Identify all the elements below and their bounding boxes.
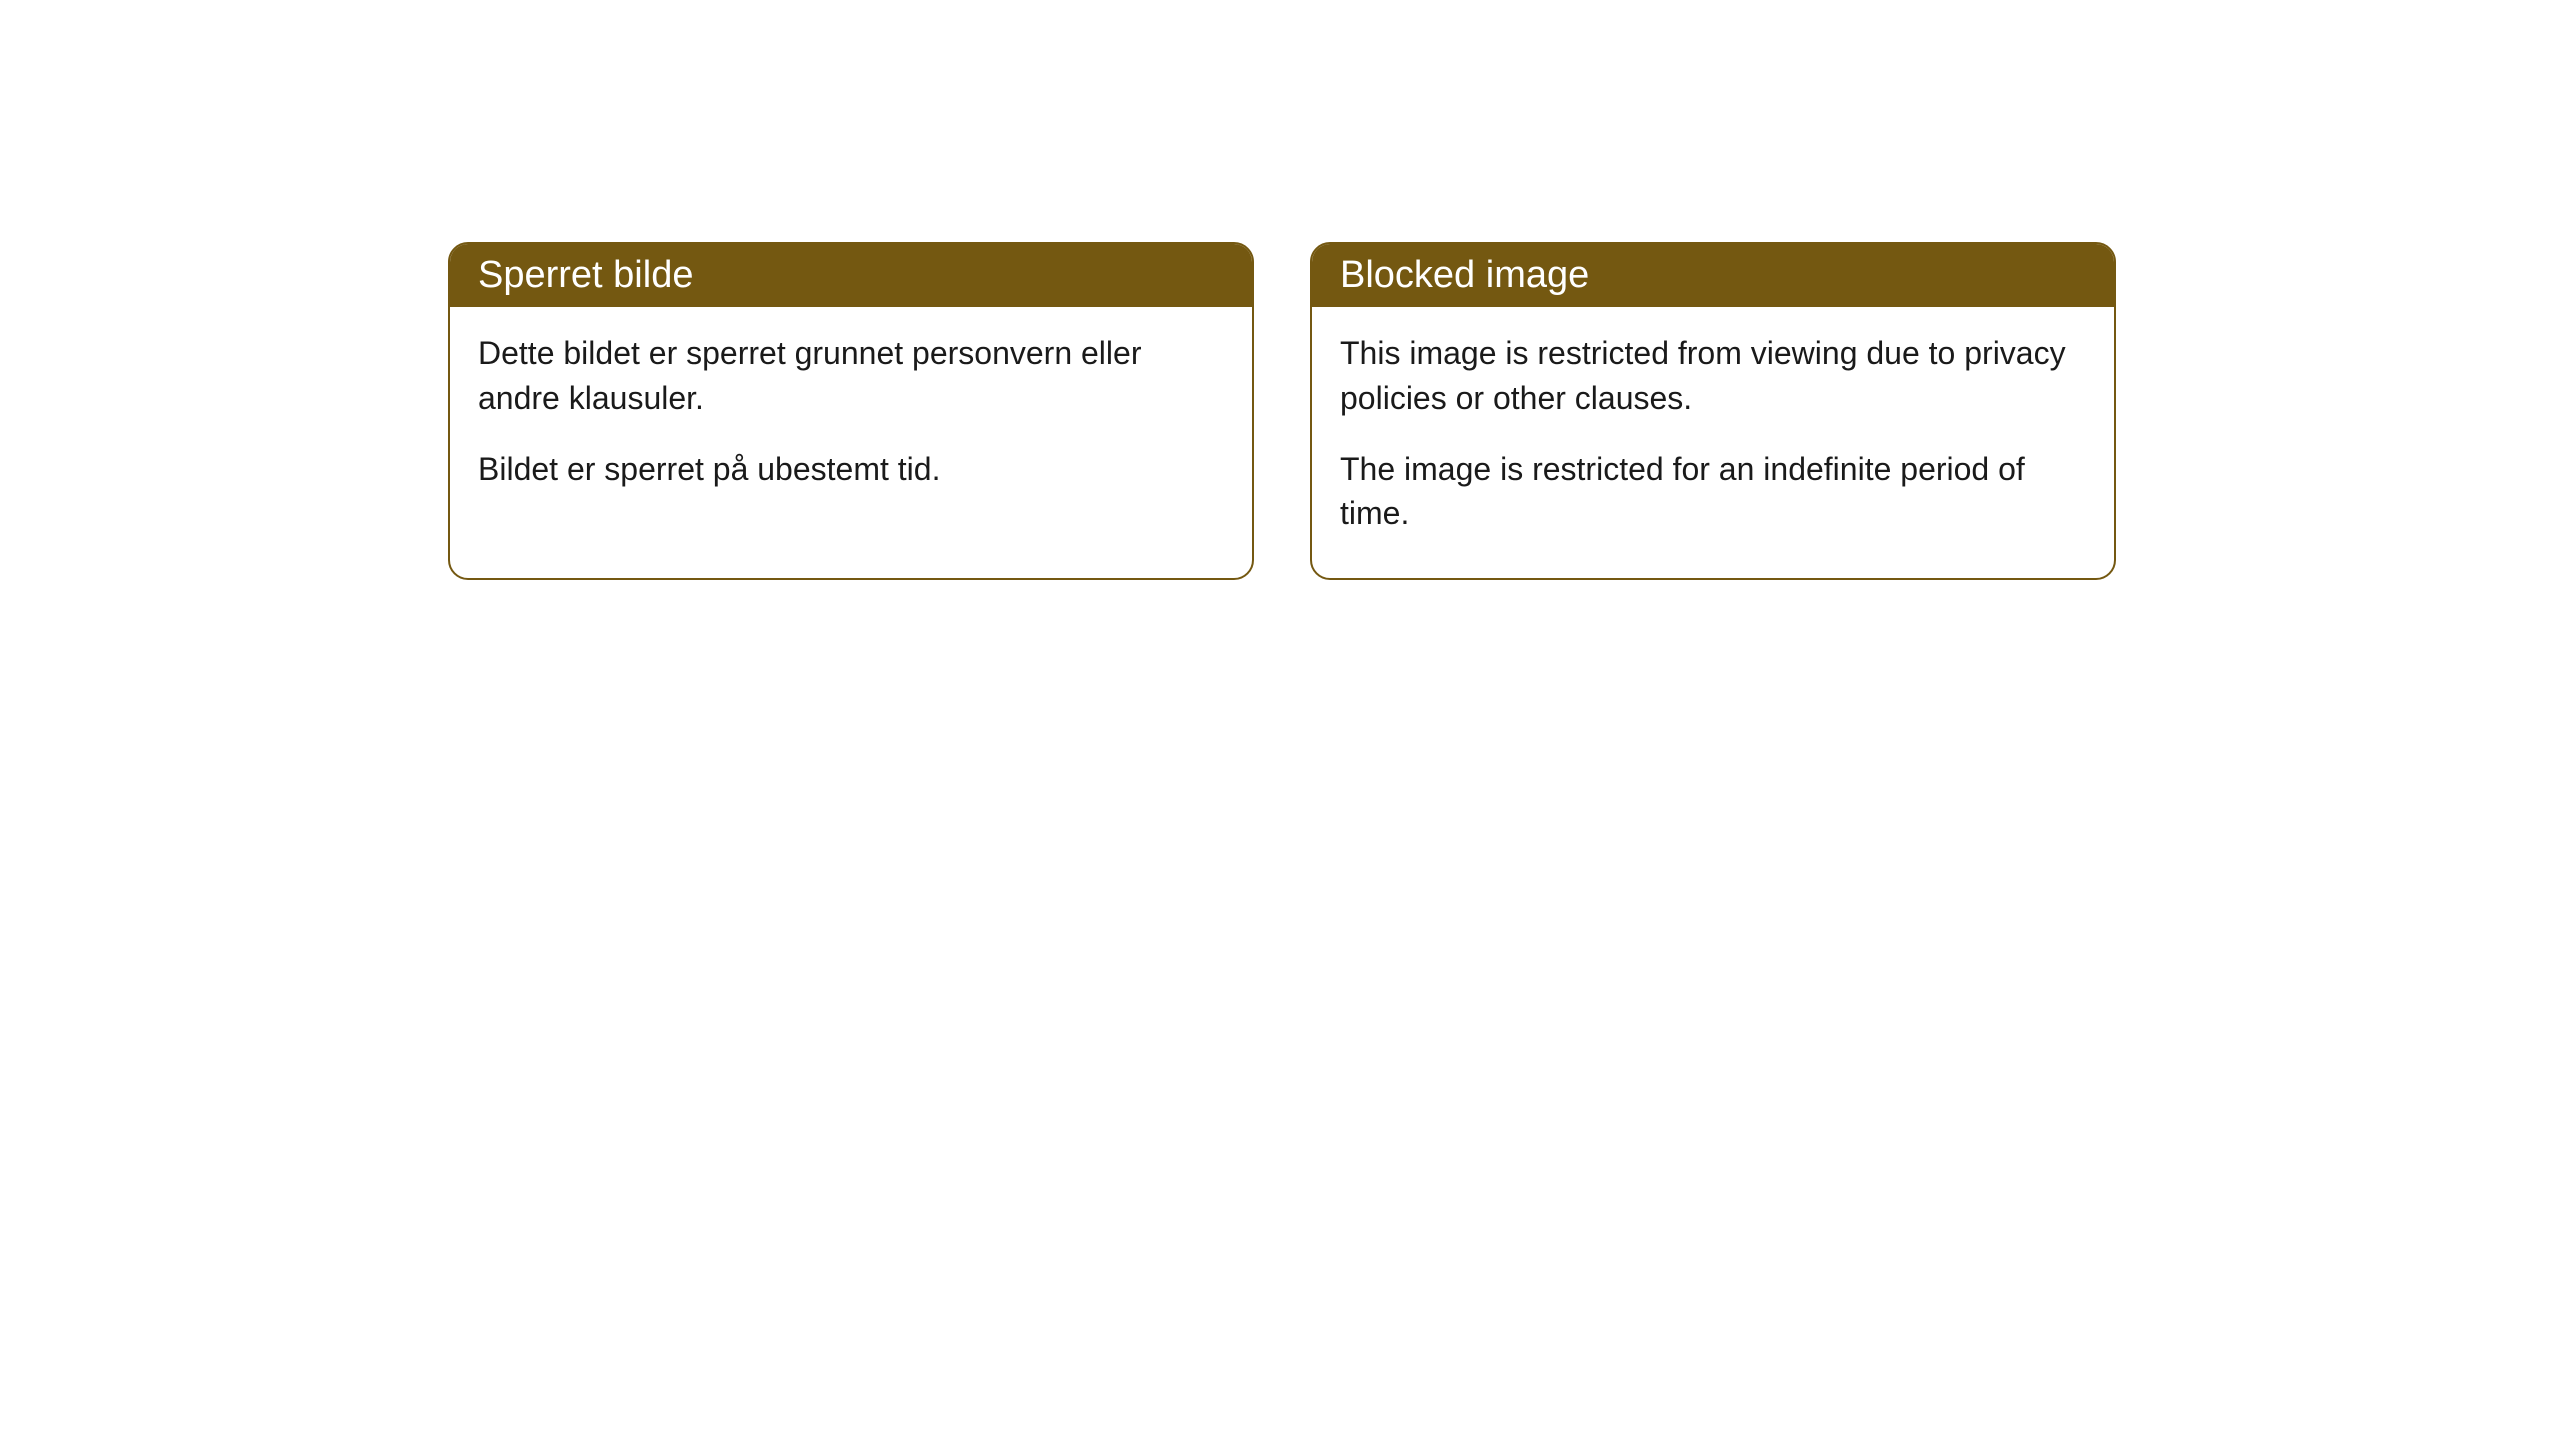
card-header: Blocked image — [1312, 244, 2114, 307]
card-paragraph: Dette bildet er sperret grunnet personve… — [478, 331, 1224, 421]
card-paragraph: Bildet er sperret på ubestemt tid. — [478, 447, 1224, 492]
notice-cards-container: Sperret bilde Dette bildet er sperret gr… — [448, 242, 2116, 580]
card-title: Sperret bilde — [478, 254, 693, 296]
card-paragraph: This image is restricted from viewing du… — [1340, 331, 2086, 421]
card-body: Dette bildet er sperret grunnet personve… — [450, 307, 1252, 533]
card-paragraph: The image is restricted for an indefinit… — [1340, 447, 2086, 537]
notice-card-english: Blocked image This image is restricted f… — [1310, 242, 2116, 580]
notice-card-norwegian: Sperret bilde Dette bildet er sperret gr… — [448, 242, 1254, 580]
card-body: This image is restricted from viewing du… — [1312, 307, 2114, 578]
card-header: Sperret bilde — [450, 244, 1252, 307]
card-title: Blocked image — [1340, 254, 1589, 296]
